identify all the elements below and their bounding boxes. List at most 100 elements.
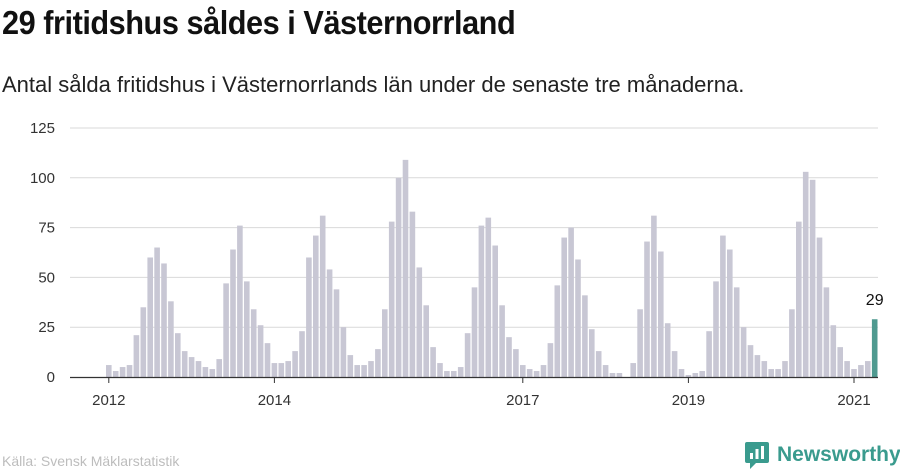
bar: [451, 371, 457, 377]
x-tick-label: 2021: [837, 392, 870, 409]
bar: [292, 351, 298, 377]
bar: [126, 365, 133, 377]
bar: [409, 211, 416, 377]
data-labels: 29: [866, 292, 884, 309]
bar: [106, 365, 112, 377]
y-axis-ticks: 0 25 50 75 100 125: [30, 120, 55, 386]
bar: [727, 249, 733, 377]
bar: [375, 349, 381, 377]
bar: [202, 367, 209, 377]
bar: [802, 171, 809, 377]
bar: [347, 355, 354, 377]
bar: [250, 309, 257, 377]
y-tick-label: 100: [30, 170, 55, 187]
bar: [547, 343, 554, 377]
bar: [651, 215, 657, 377]
bar: [168, 301, 174, 377]
bar: [181, 351, 188, 377]
bar: [402, 159, 409, 377]
bar: [326, 269, 333, 377]
bar: [430, 347, 436, 377]
y-tick-label: 25: [38, 319, 55, 336]
bar: [692, 373, 699, 377]
bar: [747, 345, 754, 377]
y-tick-label: 50: [38, 269, 55, 286]
brand-name: Newsworthy: [777, 443, 900, 466]
bar: [195, 361, 202, 377]
bar: [513, 349, 519, 377]
bar: [333, 289, 340, 377]
bar: [761, 361, 768, 377]
y-tick-label: 75: [38, 220, 55, 237]
bar: [630, 363, 636, 377]
bar: [457, 367, 464, 377]
y-tick-label: 0: [47, 369, 55, 386]
bar: [285, 361, 291, 377]
bar: [416, 267, 423, 377]
bar: [858, 365, 864, 377]
bar: [568, 227, 574, 377]
bar: [554, 285, 561, 377]
bar: [540, 365, 547, 377]
bar: [388, 221, 395, 377]
y-tick-label: 125: [30, 120, 55, 137]
bar: [609, 373, 616, 377]
bar: [809, 179, 816, 377]
bar: [499, 305, 505, 377]
x-tick-label: 2017: [506, 392, 539, 409]
bar: [837, 347, 843, 377]
bar: [830, 325, 837, 377]
x-axis-ticks: 2012 2014 2017 2019 2021: [92, 377, 871, 409]
bar: [147, 257, 153, 377]
bar: [478, 225, 485, 377]
bar: [306, 257, 312, 377]
bar: [340, 327, 347, 377]
bar: [602, 365, 609, 377]
bar: [119, 367, 126, 377]
bar: [782, 361, 788, 377]
bar: [506, 337, 512, 377]
bar: [237, 225, 243, 377]
bar: [664, 323, 671, 377]
bar: [678, 369, 685, 377]
bar: [706, 331, 712, 377]
bar: [616, 373, 623, 377]
bar: [257, 325, 264, 377]
bar: [561, 237, 567, 377]
data-label-latest: 29: [866, 292, 884, 309]
bar: [395, 177, 402, 377]
bar: [244, 281, 250, 377]
bar: [140, 307, 147, 377]
bar: [133, 335, 140, 377]
bar: [789, 309, 795, 377]
brand-logo[interactable]: Newsworthy: [744, 440, 900, 470]
bar: [278, 363, 285, 377]
bar: [851, 369, 857, 377]
bar: [423, 305, 429, 377]
bar: [713, 281, 719, 377]
bar: [844, 361, 850, 377]
bar: [271, 363, 278, 377]
bar: [637, 309, 643, 377]
bar: [175, 333, 181, 377]
bar: [533, 371, 540, 377]
bar-chart: 0 25 50 75 100 125 2012 2014 2017 2019 2021 29: [30, 120, 884, 409]
bar: [368, 361, 374, 377]
highlight-bar: [871, 319, 878, 377]
bar: [589, 329, 595, 377]
bar: [658, 251, 664, 377]
bar: [733, 287, 740, 377]
bar: [223, 283, 229, 377]
bar: [768, 369, 774, 377]
bar: [671, 351, 678, 377]
bar: [188, 357, 195, 377]
bar: [264, 343, 271, 377]
bar: [685, 375, 692, 377]
x-tick-label: 2014: [258, 392, 291, 409]
bar: [520, 365, 526, 377]
bar: [319, 215, 326, 377]
bar: [575, 259, 581, 377]
bars: [106, 159, 878, 377]
bar: [823, 287, 830, 377]
bar: [471, 287, 478, 377]
